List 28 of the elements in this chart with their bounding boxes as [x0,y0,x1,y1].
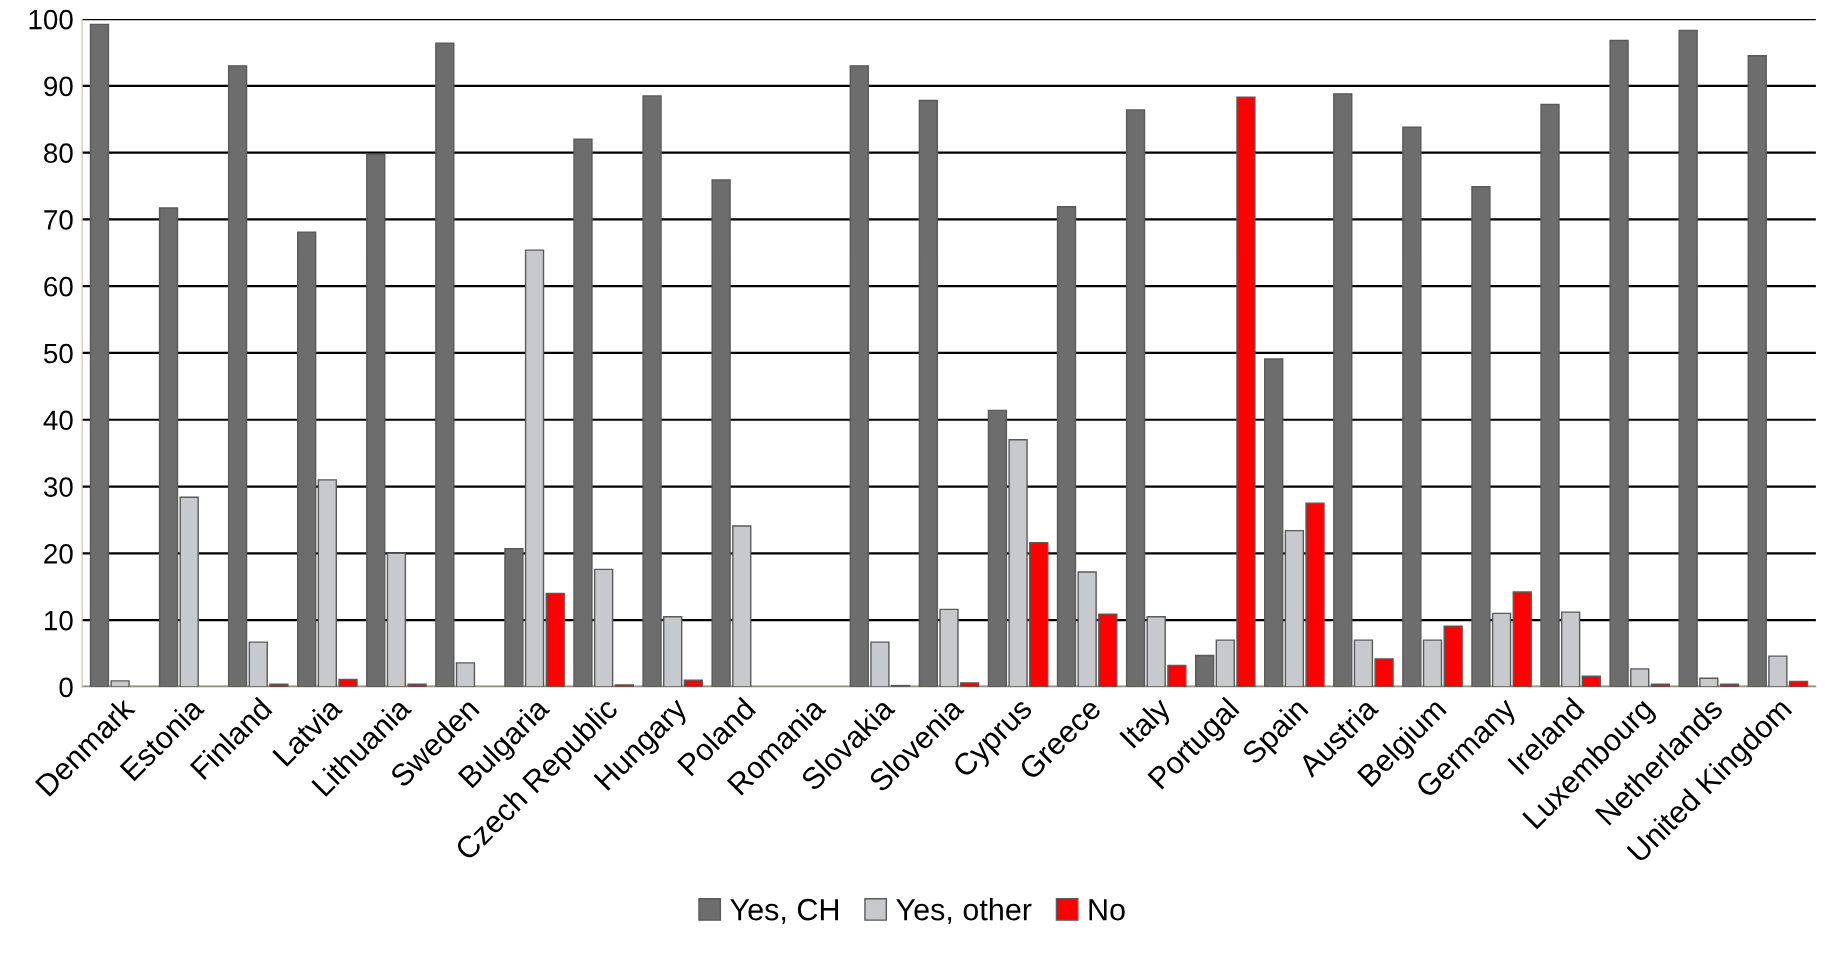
y-tick-label: 10 [45,610,73,631]
bar [683,679,704,687]
bar [366,153,386,687]
bar [297,231,317,687]
y-tick-label: 0 [59,677,73,698]
y-tick-label: 20 [44,543,73,564]
bar [179,496,199,687]
bar [1194,654,1215,687]
y-tick-label: 70 [44,210,73,230]
bar [1264,358,1284,687]
bar [158,207,179,687]
y-tick-label: 100 [29,9,73,30]
y-tick-label: 50 [44,343,73,364]
legend-label: Yes, other [896,898,1032,925]
legend-label: No [1089,899,1125,921]
bar [614,684,634,687]
y-tick-label: 90 [44,76,73,97]
y-tick-label: 60 [44,276,73,297]
y-tick-label: 80 [44,143,73,163]
bar [1512,591,1532,687]
bar [1125,109,1146,687]
bar [1581,675,1601,687]
y-tick-label: 40 [43,410,73,431]
y-tick-label: 30 [43,477,73,497]
legend-label: Yes, CH [730,898,839,925]
bar [1333,93,1353,687]
bar [545,592,565,687]
bar [227,65,248,687]
